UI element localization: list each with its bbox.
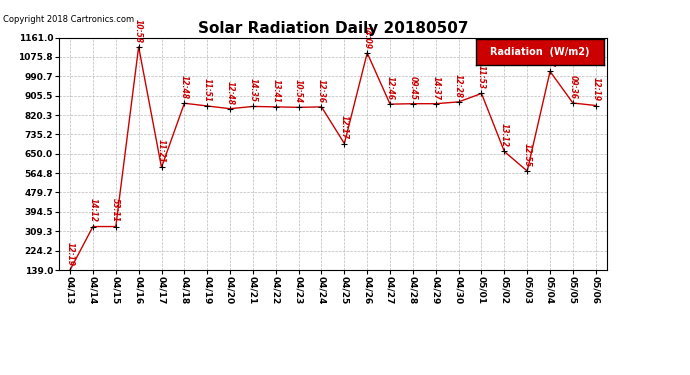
Text: 12:46: 12:46 [386,76,395,100]
Text: 14:37: 14:37 [431,75,440,99]
Text: 09:45: 09:45 [408,75,417,99]
Text: 14:12: 14:12 [88,198,97,222]
Text: 12:55: 12:55 [523,143,532,167]
Text: Copyright 2018 Cartronics.com: Copyright 2018 Cartronics.com [3,15,135,24]
Text: 12:19: 12:19 [66,242,75,266]
Text: 10:58: 10:58 [134,19,143,43]
Text: 12:19: 12:19 [591,77,600,101]
Text: 11:51: 11:51 [203,78,212,102]
Text: 09:36: 09:36 [569,75,578,99]
Text: 12:28: 12:28 [454,74,463,98]
Text: 11:21: 11:21 [157,139,166,163]
Text: 11:53: 11:53 [477,65,486,89]
Title: Solar Radiation Daily 20180507: Solar Radiation Daily 20180507 [197,21,469,36]
Text: 12:48: 12:48 [180,75,189,99]
Text: 13:12: 13:12 [500,123,509,147]
Text: 12:48: 12:48 [226,81,235,105]
Text: 14:09: 14:09 [363,25,372,49]
Text: 53:11: 53:11 [111,198,120,222]
Text: 13:41: 13:41 [271,79,280,103]
Text: 12:37: 12:37 [546,43,555,67]
Text: 14:35: 14:35 [248,78,257,102]
Text: 12:17: 12:17 [340,116,349,140]
Text: 12:36: 12:36 [317,79,326,103]
Text: 10:54: 10:54 [294,79,303,103]
